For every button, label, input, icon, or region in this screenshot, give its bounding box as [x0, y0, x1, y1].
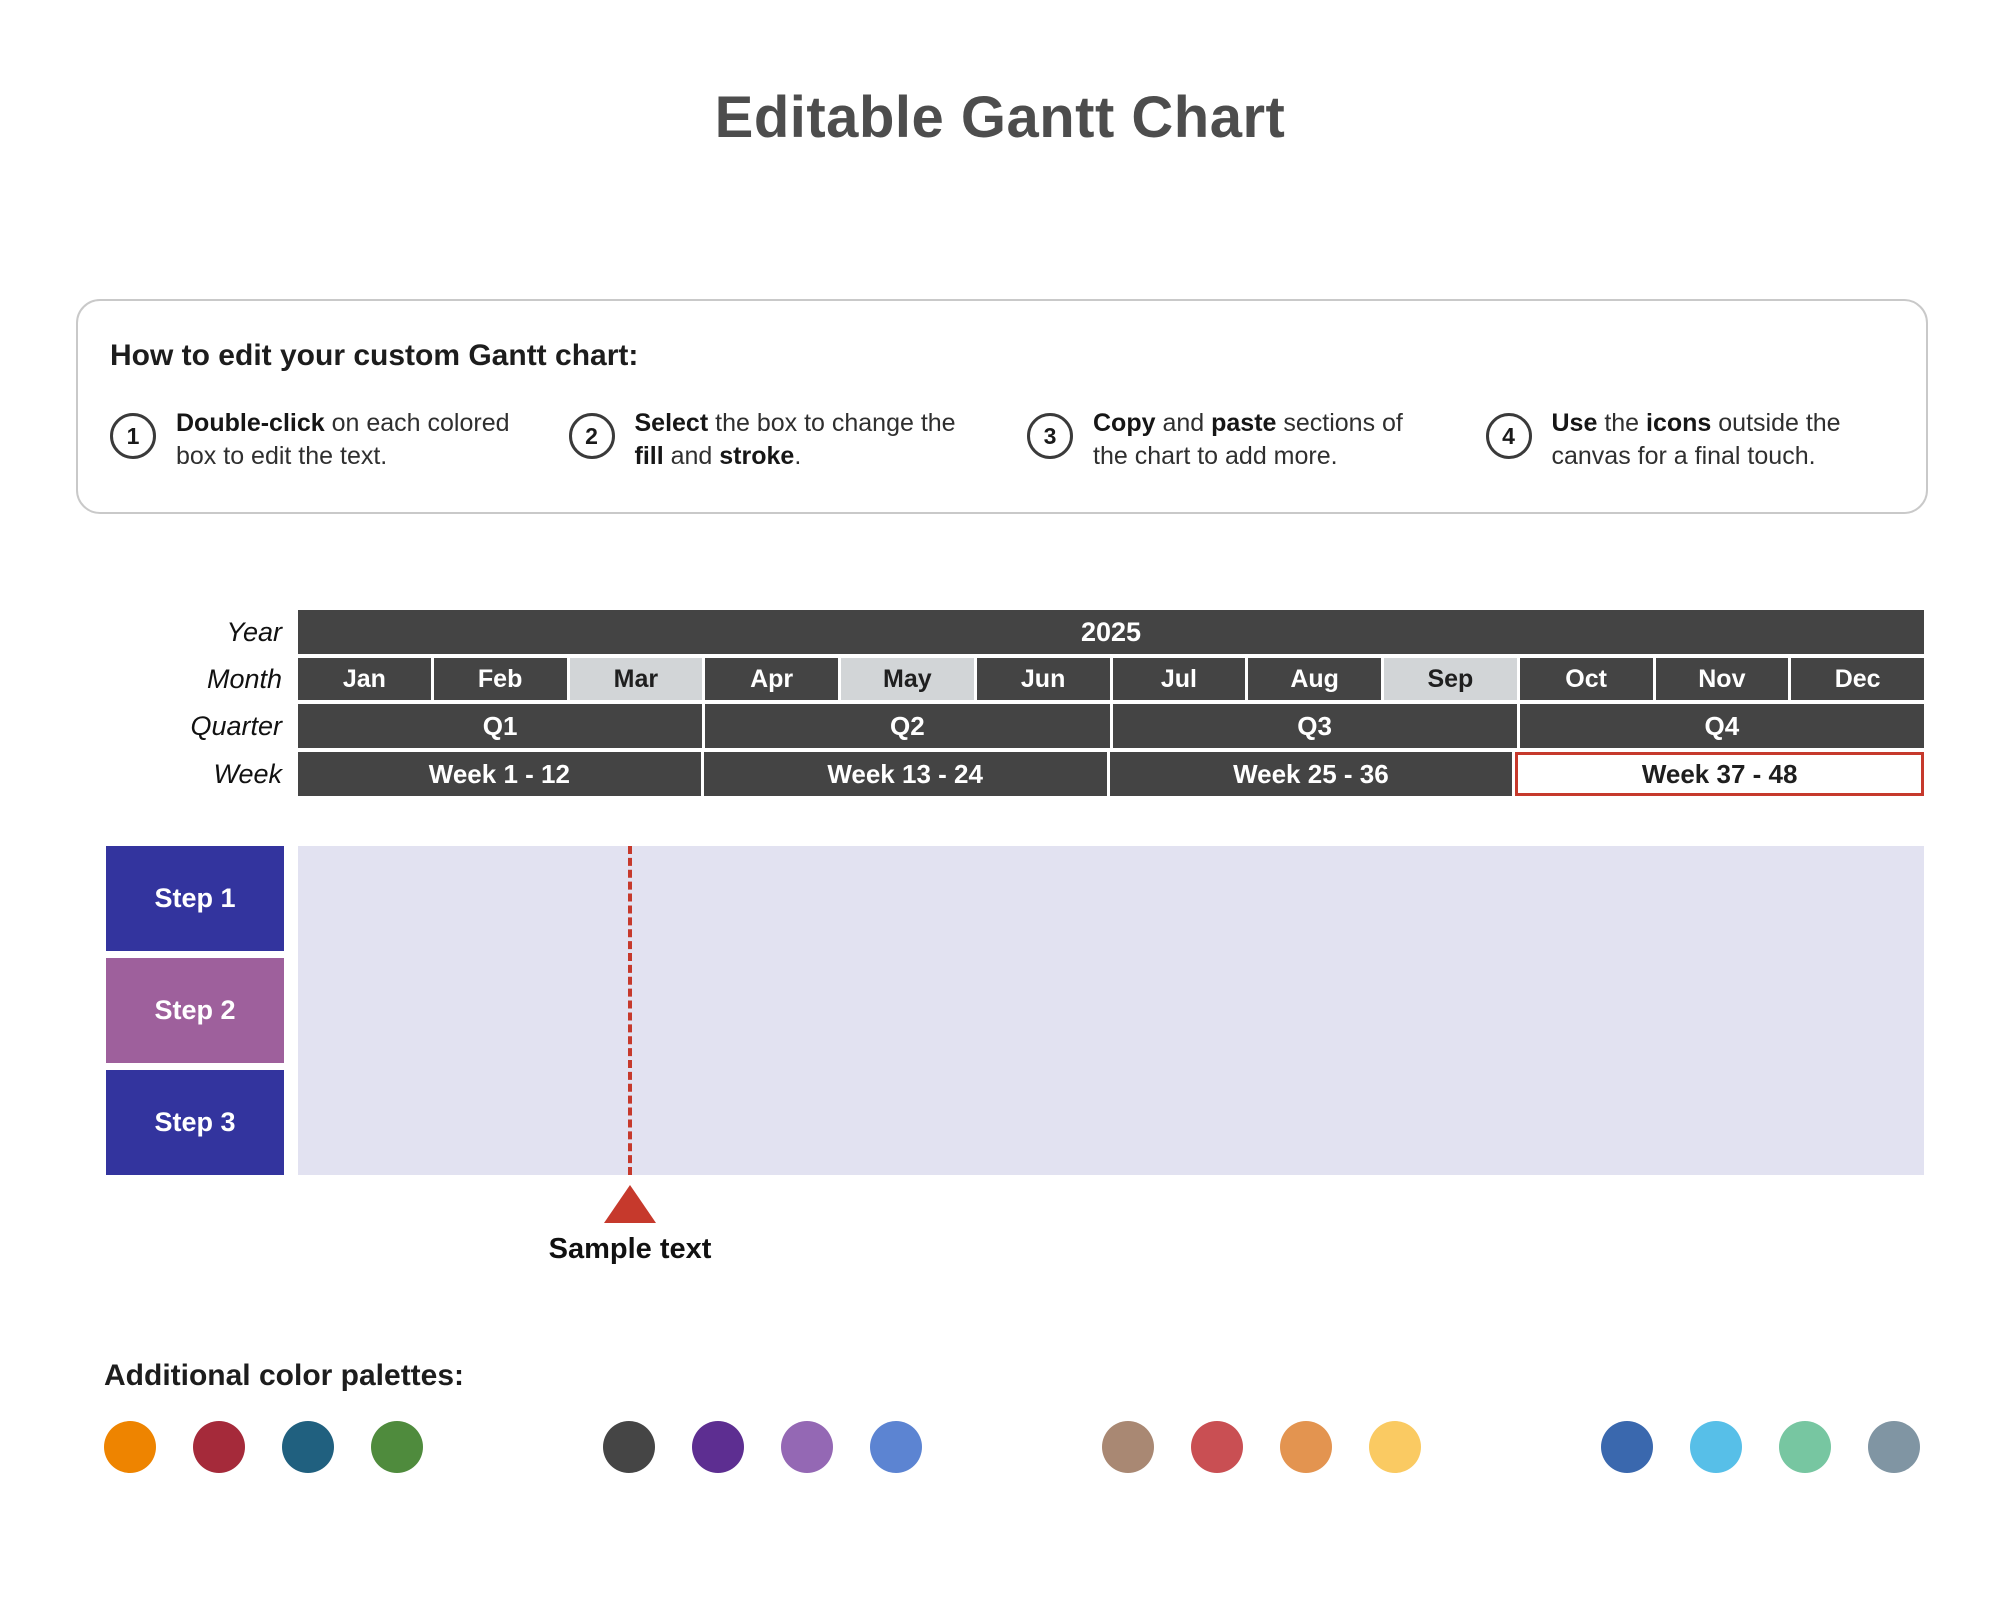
palette-group-3	[1102, 1421, 1421, 1473]
quarter-cell-q2[interactable]: Q2	[705, 704, 1110, 748]
page-title: Editable Gantt Chart	[714, 85, 1286, 150]
palette-swatch-3-2[interactable]	[1191, 1421, 1243, 1473]
week-row-label: Week	[213, 758, 282, 789]
week-cell-3[interactable]: Week 25 - 36	[1109, 752, 1513, 796]
quarter-cell-q1[interactable]: Q1	[298, 704, 703, 748]
palette-groups	[104, 1421, 2000, 1473]
milestone-label[interactable]: Sample text	[548, 1233, 712, 1265]
palette-swatch-3-3[interactable]	[1280, 1421, 1332, 1473]
month-cell-apr[interactable]: Apr	[705, 658, 838, 700]
month-cell-oct[interactable]: Oct	[1519, 658, 1653, 700]
palette-swatch-1-1[interactable]	[104, 1421, 156, 1473]
instructions-panel: How to edit your custom Gantt chart: 1 Do…	[76, 299, 1928, 514]
palette-swatch-3-4[interactable]	[1369, 1421, 1421, 1473]
gantt-plot-area[interactable]	[298, 846, 1924, 1175]
quarter-row: Quarter Q1 Q2 Q3 Q4	[0, 704, 1924, 748]
instruction-item-3: 3 Copy and paste sections of the chart to…	[1027, 407, 1432, 472]
palette-swatch-4-3[interactable]	[1779, 1421, 1831, 1473]
gantt-header: Year 2025 Month Jan Feb Mar Apr May Jun Jul Aug…	[0, 610, 2000, 796]
month-cell-mar[interactable]: Mar	[569, 658, 703, 700]
palette-group-2	[603, 1421, 922, 1473]
week-cell-2[interactable]: Week 13 - 24	[703, 752, 1107, 796]
month-cell-dec[interactable]: Dec	[1791, 658, 1924, 700]
palettes-heading: Additional color palettes:	[104, 1359, 465, 1392]
instruction-item-2: 2 Select the box to change the fill and s…	[568, 407, 974, 472]
palette-swatch-3-1[interactable]	[1102, 1421, 1154, 1473]
month-cell-jan[interactable]: Jan	[298, 658, 431, 700]
steps-column: Step 1 Step 2 Step 3	[0, 846, 298, 1175]
instruction-number-badge: 1	[110, 413, 156, 459]
instruction-number-badge: 4	[1485, 413, 1532, 459]
gantt-body: Step 1 Step 2 Step 3	[0, 846, 2000, 1175]
palette-swatch-1-4[interactable]	[371, 1421, 423, 1473]
instruction-item-4: 4 Use the icons outside the canvas for a …	[1485, 407, 1891, 472]
instructions-row: 1 Double-click on each colored box to edi…	[110, 407, 1890, 472]
month-cell-nov[interactable]: Nov	[1655, 658, 1789, 700]
week-cell-4[interactable]: Week 37 - 48	[1515, 752, 1924, 796]
palette-swatch-4-2[interactable]	[1690, 1421, 1742, 1473]
palette-swatch-2-1[interactable]	[603, 1421, 655, 1473]
month-cell-feb[interactable]: Feb	[433, 658, 567, 700]
month-cell-may[interactable]: May	[841, 658, 974, 700]
palettes-section: Additional color palettes:	[0, 1359, 2000, 1473]
month-cell-aug[interactable]: Aug	[1248, 658, 1381, 700]
month-row: Month Jan Feb Mar Apr May Jun Jul Aug Sep Oct Nov D…	[0, 658, 1924, 700]
palette-group-1	[104, 1421, 423, 1473]
palette-group-4	[1601, 1421, 1920, 1473]
step-box-3[interactable]: Step 3	[106, 1070, 284, 1175]
milestone-dashed-line[interactable]	[628, 846, 632, 1175]
step-box-2[interactable]: Step 2	[106, 958, 284, 1063]
quarter-cell-q3[interactable]: Q3	[1112, 704, 1517, 748]
step-box-1[interactable]: Step 1	[106, 846, 284, 951]
instruction-text: Copy and paste sections of the chart to …	[1093, 409, 1403, 470]
year-row: Year 2025	[0, 610, 1924, 654]
palette-swatch-2-3[interactable]	[781, 1421, 833, 1473]
month-cell-sep[interactable]: Sep	[1384, 658, 1517, 700]
milestone-triangle-icon[interactable]	[604, 1185, 656, 1223]
week-cell-1[interactable]: Week 1 - 12	[298, 752, 701, 796]
week-row: Week Week 1 - 12 Week 13 - 24 Week 25 - 36…	[0, 752, 1924, 796]
year-row-label: Year	[226, 616, 282, 647]
year-cell[interactable]: 2025	[298, 610, 1924, 654]
instruction-text: Double-click on each colored box to edit…	[176, 409, 510, 470]
quarter-row-label: Quarter	[190, 710, 282, 741]
palette-swatch-2-4[interactable]	[870, 1421, 922, 1473]
palette-swatch-1-2[interactable]	[193, 1421, 245, 1473]
month-cell-jun[interactable]: Jun	[976, 658, 1110, 700]
palette-swatch-4-1[interactable]	[1601, 1421, 1653, 1473]
instruction-item-1: 1 Double-click on each colored box to edi…	[110, 407, 515, 472]
instruction-number-badge: 2	[568, 413, 615, 459]
palette-swatch-2-2[interactable]	[692, 1421, 744, 1473]
milestone-marker-zone: Sample text	[0, 1175, 2000, 1279]
instructions-heading: How to edit your custom Gantt chart:	[110, 339, 639, 372]
instruction-text: Use the icons outside the canvas for a f…	[1551, 409, 1841, 470]
palette-swatch-4-4[interactable]	[1868, 1421, 1920, 1473]
month-row-label: Month	[206, 663, 282, 694]
instruction-number-badge: 3	[1027, 413, 1073, 459]
palette-swatch-1-3[interactable]	[282, 1421, 334, 1473]
quarter-cell-q4[interactable]: Q4	[1519, 704, 1924, 748]
month-cell-jul[interactable]: Jul	[1112, 658, 1246, 700]
instruction-text: Select the box to change the fill and st…	[634, 409, 956, 470]
